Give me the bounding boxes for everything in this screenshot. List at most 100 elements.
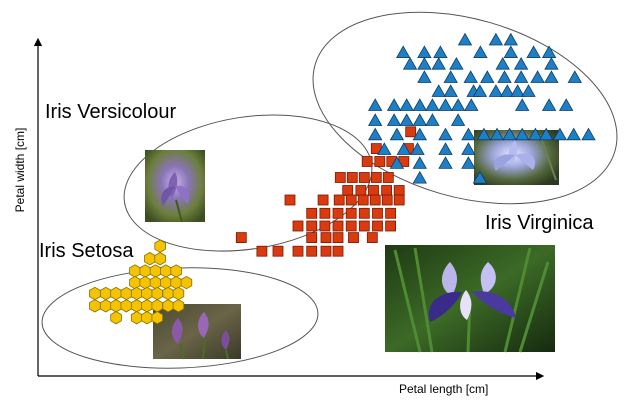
versicolour-point	[317, 194, 329, 206]
virginica-point	[489, 127, 505, 141]
virginica-point	[497, 70, 512, 83]
versicolour-point	[306, 220, 318, 232]
setosa-point	[120, 299, 133, 313]
versicolour-point	[319, 207, 331, 219]
setosa-point	[141, 286, 153, 301]
virginica-point	[476, 127, 492, 141]
versicolour-point	[382, 172, 394, 183]
versicolour-label: Iris Versicolour	[45, 101, 176, 123]
virginica-point	[443, 84, 458, 97]
versicolour-point	[332, 207, 344, 219]
virginica-point	[450, 113, 466, 126]
virginica-point	[386, 113, 402, 126]
versicolour-point	[369, 194, 381, 206]
virginica-point	[457, 32, 473, 46]
virginica-point	[515, 127, 530, 141]
versicolour-point	[345, 194, 357, 206]
versicolour-point	[345, 207, 357, 219]
versicolour-point	[405, 126, 417, 138]
virginica-points	[368, 32, 596, 184]
versicolour-point	[393, 185, 405, 196]
virginica-point	[463, 70, 478, 83]
virginica-point	[528, 127, 543, 141]
setosa-points	[89, 239, 193, 325]
virginica-point	[581, 127, 596, 141]
virginica-point	[461, 142, 476, 155]
virginica-point	[399, 98, 414, 111]
virginica-point	[412, 170, 427, 184]
versicolour-point	[366, 232, 378, 244]
versicolour-point	[348, 232, 359, 244]
setosa-point	[100, 286, 112, 301]
setosa-point	[151, 286, 164, 301]
virginica-point	[513, 56, 529, 70]
versicolour-point	[292, 220, 304, 232]
setosa-point	[144, 252, 156, 266]
virginica-cluster-ellipse	[312, 11, 618, 205]
setosa-point	[130, 311, 143, 325]
virginica-point	[396, 142, 411, 155]
virginica-point	[377, 142, 392, 155]
versicolour-point	[385, 207, 397, 219]
virginica-point	[488, 84, 504, 97]
setosa-point	[110, 286, 122, 301]
setosa-point	[129, 264, 141, 278]
setosa-point	[110, 299, 122, 313]
setosa-point	[110, 311, 122, 325]
versicolour-point	[372, 220, 383, 232]
virginica-point	[410, 142, 425, 155]
virginica-point	[566, 127, 581, 141]
virginica-point	[425, 98, 440, 111]
versicolour-point	[320, 245, 332, 257]
virginica-point	[386, 98, 402, 111]
versicolour-point	[355, 185, 367, 196]
virginica-point	[510, 84, 525, 97]
versicolour-point	[292, 245, 304, 257]
versicolour-point	[332, 245, 344, 257]
virginica-point	[488, 32, 504, 46]
virginica-point	[368, 113, 383, 126]
virginica-point	[472, 170, 488, 184]
setosa-point	[100, 299, 112, 313]
versicolour-point	[393, 194, 405, 206]
setosa-point	[139, 264, 152, 278]
virginica-point	[396, 45, 411, 58]
virginica-point	[431, 84, 446, 97]
virginica-point	[389, 127, 405, 141]
setosa-point	[154, 252, 166, 266]
virginica-point	[544, 56, 559, 70]
virginica-point	[412, 156, 427, 169]
virginica-point	[500, 84, 515, 97]
setosa-point	[141, 299, 153, 313]
virginica-point	[412, 113, 427, 126]
setosa-point	[149, 264, 162, 278]
versicolour-point	[385, 220, 397, 232]
versicolour-point	[346, 172, 358, 183]
setosa-point	[162, 299, 174, 313]
virginica-point	[513, 70, 529, 83]
virginica-point	[438, 98, 453, 111]
virginica-point	[541, 98, 557, 111]
setosa-point	[89, 286, 101, 301]
virginica-point	[438, 127, 453, 141]
setosa-point	[120, 286, 133, 301]
virginica-point	[399, 113, 414, 126]
setosa-photo	[153, 304, 241, 360]
versicolour-point	[361, 156, 373, 167]
versicolour-point	[306, 232, 318, 244]
virginica-point	[402, 56, 418, 70]
virginica-point	[473, 45, 488, 58]
virginica-point	[526, 45, 541, 58]
versicolour-point	[332, 232, 344, 244]
setosa-point	[129, 275, 141, 290]
versicolour-point	[345, 220, 357, 232]
virginica-point	[417, 45, 432, 58]
setosa-point	[154, 239, 166, 253]
virginica-point	[530, 70, 545, 83]
versicolour-point	[381, 185, 393, 196]
setosa-point	[160, 264, 172, 278]
setosa-point	[172, 286, 185, 301]
virginica-point	[567, 70, 582, 83]
virginica-point	[503, 32, 518, 46]
